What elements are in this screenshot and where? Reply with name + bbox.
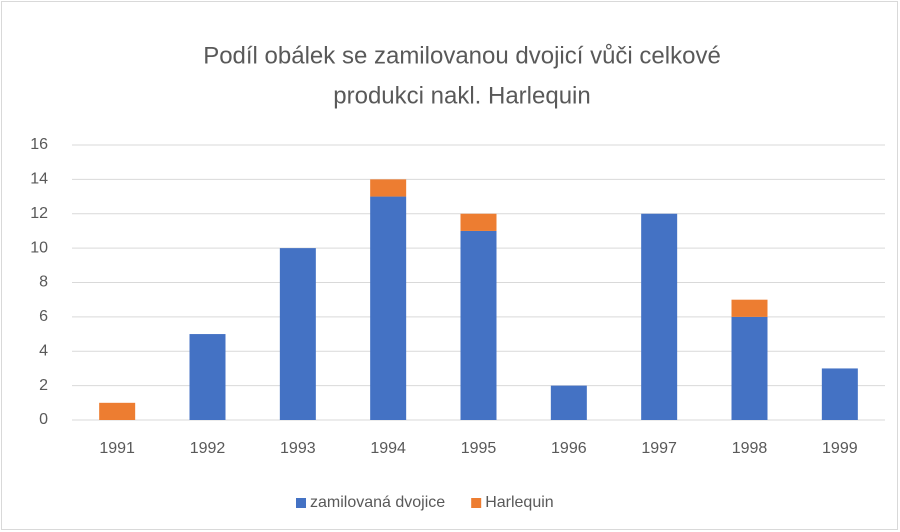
- legend-label: Harlequin: [485, 494, 553, 511]
- x-tick-label: 1995: [461, 440, 497, 457]
- bar-segment: [460, 213, 497, 231]
- x-tick-label: 1999: [822, 440, 858, 457]
- x-tick-label: 1992: [190, 440, 226, 457]
- bar-segment: [641, 213, 678, 420]
- bar-segment: [99, 402, 136, 420]
- y-tick-label: 4: [39, 342, 48, 359]
- y-tick-label: 8: [39, 274, 48, 291]
- x-tick-label: 1994: [370, 440, 406, 457]
- y-tick-label: 0: [39, 411, 48, 428]
- x-tick-label: 1997: [641, 440, 677, 457]
- y-tick-label: 2: [39, 377, 48, 394]
- legend-swatch: [296, 498, 306, 508]
- bar-segment: [370, 196, 407, 420]
- x-tick-label: 1991: [99, 440, 135, 457]
- legend-label: zamilovaná dvojice: [310, 494, 445, 511]
- y-tick-label: 6: [39, 308, 48, 325]
- bar-segment: [370, 179, 407, 197]
- x-tick-label: 1996: [551, 440, 587, 457]
- bar-segment: [821, 368, 858, 420]
- bar-segment: [550, 385, 587, 420]
- chart-title: produkci nakl. Harlequin: [333, 82, 590, 109]
- x-tick-label: 1993: [280, 440, 316, 457]
- legend-swatch: [471, 498, 482, 508]
- bar-segment: [279, 248, 316, 420]
- x-tick-label: 1998: [732, 440, 768, 457]
- bar-segment: [189, 334, 226, 420]
- bar-segment: [731, 316, 768, 420]
- y-tick-label: 16: [30, 136, 48, 153]
- y-tick-label: 12: [30, 205, 48, 222]
- y-tick-label: 10: [30, 239, 48, 256]
- bar-segment: [460, 230, 497, 420]
- bar-segment: [731, 299, 768, 317]
- chart-title: Podíl obálek se zamilovanou dvojicí vůči…: [203, 42, 721, 69]
- y-tick-label: 14: [30, 171, 48, 188]
